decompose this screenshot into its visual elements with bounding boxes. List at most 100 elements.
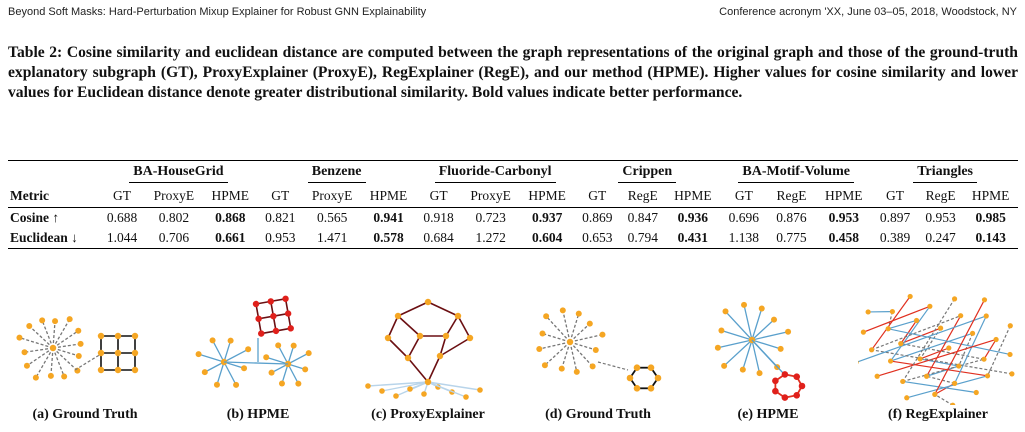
- figure-caption-c: (c) ProxyExplainer: [371, 407, 485, 422]
- blue-star-left: [195, 337, 252, 388]
- table-cell: 1.138: [728, 230, 760, 245]
- column-header: GT: [429, 188, 448, 203]
- figure-caption-a: (a) Ground Truth: [32, 407, 138, 422]
- group-header: Crippen: [574, 161, 720, 186]
- group-header-label: BA-HouseGrid: [129, 164, 228, 183]
- group-header: BA-Motif-Volume: [720, 161, 872, 186]
- figure-caption-f: (f) RegExplainer: [888, 407, 988, 422]
- graph-proxyexplainer: [365, 298, 483, 400]
- column-header: HPME: [369, 188, 408, 203]
- table-cell: 0.458: [828, 230, 859, 245]
- graph-regexplainer: [858, 293, 1015, 405]
- group-header: Benzene: [258, 161, 416, 186]
- table-cell: 0.941: [373, 210, 404, 225]
- running-header-venue: Conference acronym 'XX, June 03–05, 2018…: [719, 6, 1017, 18]
- connector-edge: [751, 339, 785, 375]
- dense-graph: [858, 293, 1015, 405]
- table-cell: 0.847: [627, 210, 658, 225]
- table-cell: 0.431: [677, 230, 708, 245]
- explanation-grid: [252, 295, 294, 337]
- table-cell: 0.937: [531, 210, 563, 225]
- metric-header: Metric: [10, 188, 49, 203]
- figure-caption-b: (b) HPME: [226, 407, 290, 422]
- running-header: Beyond Soft Masks: Hard-Perturbation Mix…: [8, 6, 1017, 20]
- table-cell: 0.918: [423, 210, 454, 225]
- house-grid-motif: [97, 332, 139, 374]
- column-header: GT: [734, 188, 753, 203]
- column-header: ProxyE: [470, 188, 511, 203]
- group-header: BA-HouseGrid: [99, 161, 257, 186]
- column-header: HPME: [825, 188, 863, 203]
- table-cell: 0.688: [106, 210, 138, 225]
- column-header: RegE: [627, 188, 658, 203]
- table-row: Euclidean ↓ 1.044 0.706 0.661 0.953 1.471 0.57…: [8, 228, 1018, 249]
- metric-label: Euclidean ↓: [10, 230, 78, 245]
- table-cell: 0.389: [879, 230, 911, 245]
- table-cell: 0.985: [975, 210, 1006, 225]
- figure-f: (f) RegExplainer: [858, 290, 1018, 430]
- table-cell: 0.684: [423, 230, 454, 245]
- running-header-title: Beyond Soft Masks: Hard-Perturbation Mix…: [8, 6, 427, 18]
- graph-hpme-2: [714, 301, 806, 401]
- column-header: GT: [271, 188, 290, 203]
- table-cell: 0.869: [582, 210, 613, 225]
- connector-edge: [74, 353, 102, 371]
- table-cell: 0.953: [925, 210, 956, 225]
- column-header: RegE: [776, 188, 807, 203]
- group-header: Fluoride-Carbonyl: [416, 161, 575, 186]
- group-header-label: Triangles: [913, 164, 977, 183]
- column-header: GT: [588, 188, 607, 203]
- table-cell: 0.247: [925, 230, 956, 245]
- column-header: RegE: [925, 188, 956, 203]
- figure-b: (b) HPME: [178, 290, 338, 430]
- table-cell: 0.604: [531, 230, 563, 245]
- figure-c: (c) ProxyExplainer: [348, 290, 508, 430]
- column-header: ProxyE: [311, 188, 353, 203]
- table-cell: 0.775: [776, 230, 807, 245]
- connector-edge: [597, 361, 629, 371]
- table-corner: [8, 161, 99, 186]
- explanation-cycle: [772, 371, 806, 401]
- table-cell: 0.897: [879, 210, 911, 225]
- table-body: Cosine ↑ 0.688 0.802 0.868 0.821 0.565 0.941 0.…: [8, 208, 1018, 249]
- table-column-header-row: Metric GT ProxyE HPME GT ProxyE HPME GT ProxyE H…: [8, 185, 1018, 208]
- figure-strip: (a) Ground Truth (b) HPME (c) ProxyExpla…: [0, 290, 1025, 430]
- table-cell: 0.565: [316, 210, 348, 225]
- table-caption: Table 2: Cosine similarity and euclidean…: [8, 44, 1018, 101]
- table-cell: 0.953: [828, 210, 859, 225]
- table-cell: 0.794: [627, 230, 658, 245]
- table-cell: 1.272: [475, 230, 506, 245]
- group-header-label: Benzene: [307, 164, 366, 183]
- figure-caption-d: (d) Ground Truth: [545, 407, 651, 422]
- column-header: HPME: [971, 188, 1010, 203]
- graph-ground-truth-1: [16, 316, 139, 381]
- column-header: ProxyE: [153, 188, 195, 203]
- results-table: BA-HouseGrid Benzene Fluoride-Carbonyl Crip…: [8, 160, 1018, 249]
- column-header: HPME: [674, 188, 712, 203]
- blue-tree: [714, 301, 792, 377]
- table-cell: 0.868: [215, 210, 246, 225]
- group-header-label: Crippen: [618, 164, 677, 183]
- tree-motif: [16, 316, 84, 381]
- figure-e: (e) HPME: [688, 290, 848, 430]
- table-cell: 0.821: [265, 210, 296, 225]
- figure-d: (d) Ground Truth: [518, 290, 678, 430]
- proxy-structure: [365, 298, 483, 400]
- table-cell: 1.471: [316, 230, 348, 245]
- column-header: GT: [886, 188, 905, 203]
- table-cell: 0.661: [215, 230, 246, 245]
- cycle-motif: [626, 364, 662, 392]
- graph-hpme-1: [195, 295, 312, 388]
- table-cell: 0.696: [728, 210, 760, 225]
- tree-motif: [536, 307, 606, 375]
- table-cell: 0.578: [373, 230, 404, 245]
- table-cell: 0.723: [475, 210, 506, 225]
- table-cell: 0.802: [158, 210, 190, 225]
- table-cell: 0.143: [975, 230, 1006, 245]
- column-header: HPME: [528, 188, 566, 203]
- column-header: HPME: [211, 188, 250, 203]
- table-cell: 1.044: [106, 230, 138, 245]
- table-cell: 0.953: [265, 230, 296, 245]
- figure-a: (a) Ground Truth: [5, 290, 165, 430]
- table-cell: 0.653: [582, 230, 613, 245]
